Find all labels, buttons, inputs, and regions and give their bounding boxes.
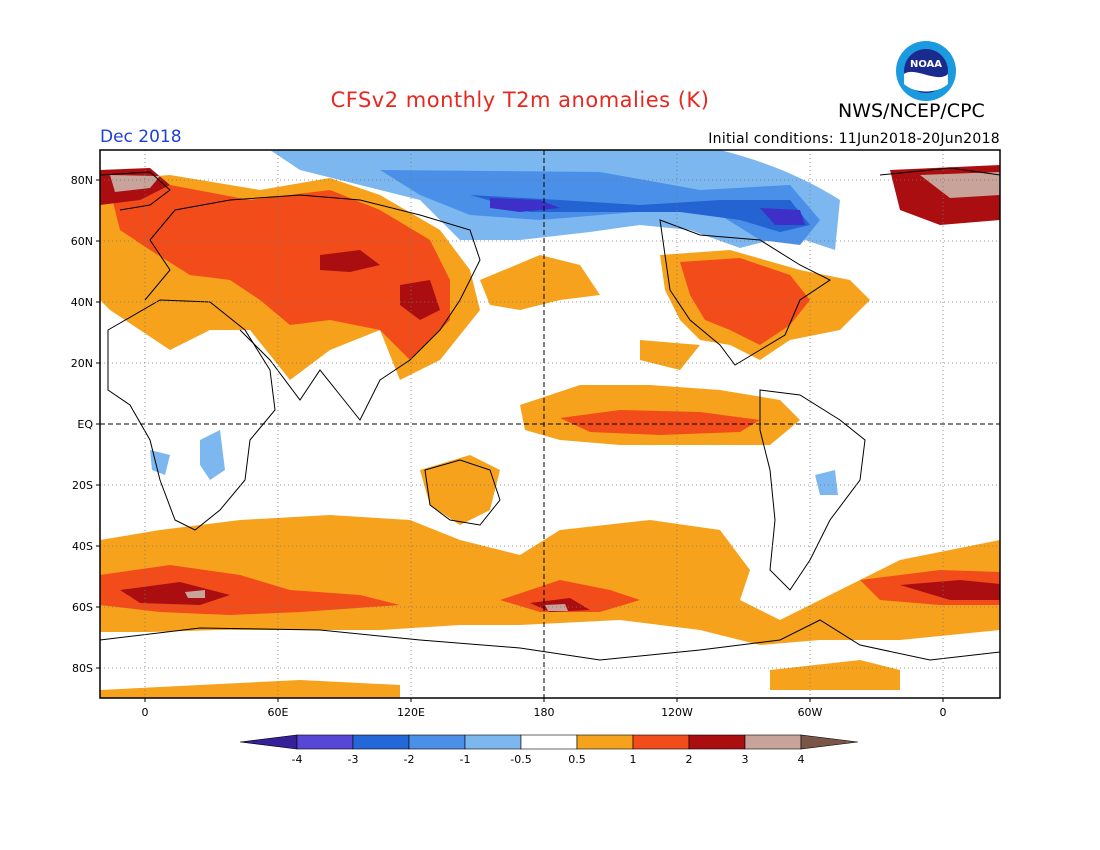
- colorbar-label: 1: [630, 753, 637, 766]
- north-america-warm-strong: [680, 258, 810, 345]
- north-america-coastline: [659, 219, 831, 366]
- south-america-coastline: [759, 389, 866, 591]
- subtropical-pacific-warm: [640, 340, 700, 370]
- eurasia-warm-strong: [110, 185, 450, 360]
- lat-label: 40N: [71, 296, 93, 309]
- valid-month-label: Dec 2018: [100, 127, 182, 147]
- colorbar-labels: -4 -3 -2 -1 -0.5 0.5 1 2 3 4: [292, 753, 805, 766]
- lon-label: 120W: [661, 706, 693, 719]
- south-america-cold-anomaly: [815, 470, 838, 495]
- north-pacific-warm: [480, 255, 600, 310]
- antarctic-edge-warm: [100, 660, 900, 698]
- colorbar-label: 2: [686, 753, 693, 766]
- colorbar-label: -1: [460, 753, 471, 766]
- australia-coastline: [424, 459, 501, 526]
- colorbar-swatch: [744, 734, 802, 750]
- tick-marks: [96, 179, 944, 702]
- lat-label: 40S: [72, 540, 93, 553]
- lon-label: 120E: [397, 706, 425, 719]
- lat-label: 20N: [71, 357, 93, 370]
- initial-conditions-label: Initial conditions: 11Jun2018-20Jun2018: [708, 131, 1000, 147]
- colorbar-label: -3: [348, 753, 359, 766]
- antarctica-coastline: [100, 619, 1000, 661]
- lat-label: 60N: [71, 235, 93, 248]
- chart-title: CFSv2 monthly T2m anomalies (K): [0, 88, 1100, 112]
- organization-label: NWS/NCEP/CPC: [838, 100, 985, 122]
- colorbar-low-arrow: [239, 734, 298, 750]
- colorbar-label: 3: [742, 753, 749, 766]
- colorbar-label: 0.5: [568, 753, 586, 766]
- lon-label: 60E: [268, 706, 289, 719]
- colorbar-label: 4: [798, 753, 805, 766]
- africa-coastline: [107, 299, 276, 531]
- southern-ocean-warm: [100, 515, 1000, 645]
- colorbar-swatch: [464, 734, 522, 750]
- arctic-cold-deep: [470, 195, 810, 232]
- colorbar-swatch: [296, 734, 354, 750]
- noaa-logo: NOAA: [896, 41, 956, 101]
- lat-label: 80N: [71, 174, 93, 187]
- colorbar-label: -0.5: [510, 753, 531, 766]
- colorbar: [239, 734, 859, 750]
- chart-title-text: CFSv2 monthly T2m anomalies (K): [330, 88, 710, 112]
- colorbar-swatch: [576, 734, 634, 750]
- africa-cold-anomaly: [150, 430, 225, 480]
- colorbar-swatch: [520, 734, 578, 750]
- coastlines: [100, 167, 1000, 661]
- arctic-cold-extreme: [490, 198, 805, 225]
- colorbar-label: -4: [292, 753, 303, 766]
- lat-label: EQ: [77, 418, 93, 431]
- longitude-labels: 0 60E 120E 180 120W 60W 0: [142, 706, 947, 719]
- colorbar-swatch: [688, 734, 746, 750]
- colorbar-swatch: [632, 734, 690, 750]
- southern-ocean-warm-strong: [100, 565, 1000, 615]
- lon-label: 0: [142, 706, 149, 719]
- equatorial-pacific-strong: [560, 410, 760, 435]
- colorbar-swatch: [408, 734, 466, 750]
- lon-label: 0: [940, 706, 947, 719]
- gridlines: [100, 150, 1000, 698]
- australia-warm: [420, 455, 500, 525]
- colorbar-label: -2: [404, 753, 415, 766]
- anomaly-shading: [100, 150, 1000, 698]
- lon-label: 60W: [798, 706, 823, 719]
- lat-label: 60S: [72, 601, 93, 614]
- greenland-warm: [100, 165, 1000, 225]
- lon-label: 180: [534, 706, 555, 719]
- noaa-logo-text: NOAA: [910, 59, 942, 70]
- eurasia-coastline: [144, 194, 481, 421]
- colorbar-swatch: [352, 734, 410, 750]
- colorbar-high-arrow: [800, 734, 859, 750]
- greenland-coastline: [100, 167, 1000, 211]
- lat-label: 80S: [72, 662, 93, 675]
- latitude-labels: 80N 60N 40N 20N EQ 20S 40S 60S 80S: [71, 174, 94, 675]
- lat-label: 20S: [72, 479, 93, 492]
- eurasia-warm-core: [320, 250, 440, 320]
